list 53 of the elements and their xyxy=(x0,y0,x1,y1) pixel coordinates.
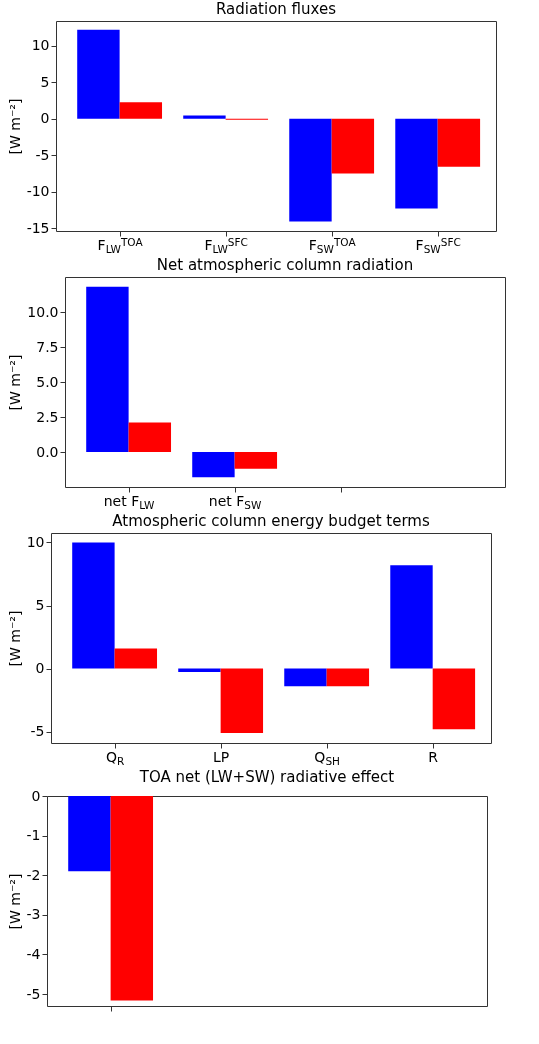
bar xyxy=(289,118,332,222)
bar xyxy=(128,422,172,452)
y-tick-label: 5.0 xyxy=(36,373,59,390)
y-tick-label: 5 xyxy=(40,73,50,90)
chart-title: Atmospheric column energy budget terms xyxy=(112,512,430,530)
y-tick-label: -2 xyxy=(26,866,41,883)
y-tick-label: -4 xyxy=(26,945,41,962)
y-tick-label: 10.0 xyxy=(27,303,59,320)
bar xyxy=(86,286,129,452)
bar xyxy=(72,542,115,669)
bar xyxy=(114,648,158,669)
bar xyxy=(284,668,327,687)
y-tick-label: 0 xyxy=(40,110,50,127)
y-tick-label: -10 xyxy=(26,183,50,200)
x-tick-label: Q$_{SH}$ xyxy=(314,748,340,767)
y-tick-label: -15 xyxy=(26,219,50,236)
bar xyxy=(395,118,438,209)
bar xyxy=(119,102,163,119)
bar xyxy=(432,668,476,730)
bar xyxy=(77,29,120,119)
chart-title: Radiation fluxes xyxy=(215,0,337,18)
x-tick-label: net F$_{LW}$ xyxy=(103,492,156,511)
y-tick-label: 10 xyxy=(31,37,50,54)
y-tick-label: -5 xyxy=(35,146,50,163)
bar xyxy=(437,118,481,167)
text: TOA net (LW+SW) radiative effect xyxy=(138,768,395,786)
y-axis-title: [W m⁻²] xyxy=(7,354,24,411)
y-tick-label: 5 xyxy=(35,597,45,614)
y-tick-label: 0 xyxy=(31,787,41,804)
y-tick-label: -3 xyxy=(26,906,41,923)
y-tick-label: -5 xyxy=(30,723,45,740)
x-tick-label: R xyxy=(428,748,439,765)
y-tick-label: 0.0 xyxy=(36,443,59,460)
y-tick-label: -1 xyxy=(26,827,41,844)
y-axis-title: [W m⁻²] xyxy=(6,98,23,155)
bar xyxy=(183,115,226,119)
chart-title: Net atmospheric column radiation xyxy=(156,256,414,274)
y-axis-title: [W m⁻²] xyxy=(6,610,23,667)
x-tick-label: Q$_{R}$ xyxy=(105,748,125,767)
bar xyxy=(326,668,370,687)
y-tick-label: -5 xyxy=(26,985,41,1002)
y-tick-label: 7.5 xyxy=(36,338,59,355)
bar xyxy=(390,565,433,669)
y-axis-title: [W m⁻²] xyxy=(6,873,23,930)
y-tick-label: 10 xyxy=(26,533,45,550)
bar xyxy=(331,118,375,174)
y-tick-label: 2.5 xyxy=(36,408,59,425)
y-tick-label: 0 xyxy=(35,660,45,677)
bar xyxy=(192,452,235,478)
bar xyxy=(234,452,278,469)
bar xyxy=(220,668,264,733)
x-tick-label: LP xyxy=(213,748,230,765)
x-tick-label: net F$_{SW}$ xyxy=(208,492,263,511)
